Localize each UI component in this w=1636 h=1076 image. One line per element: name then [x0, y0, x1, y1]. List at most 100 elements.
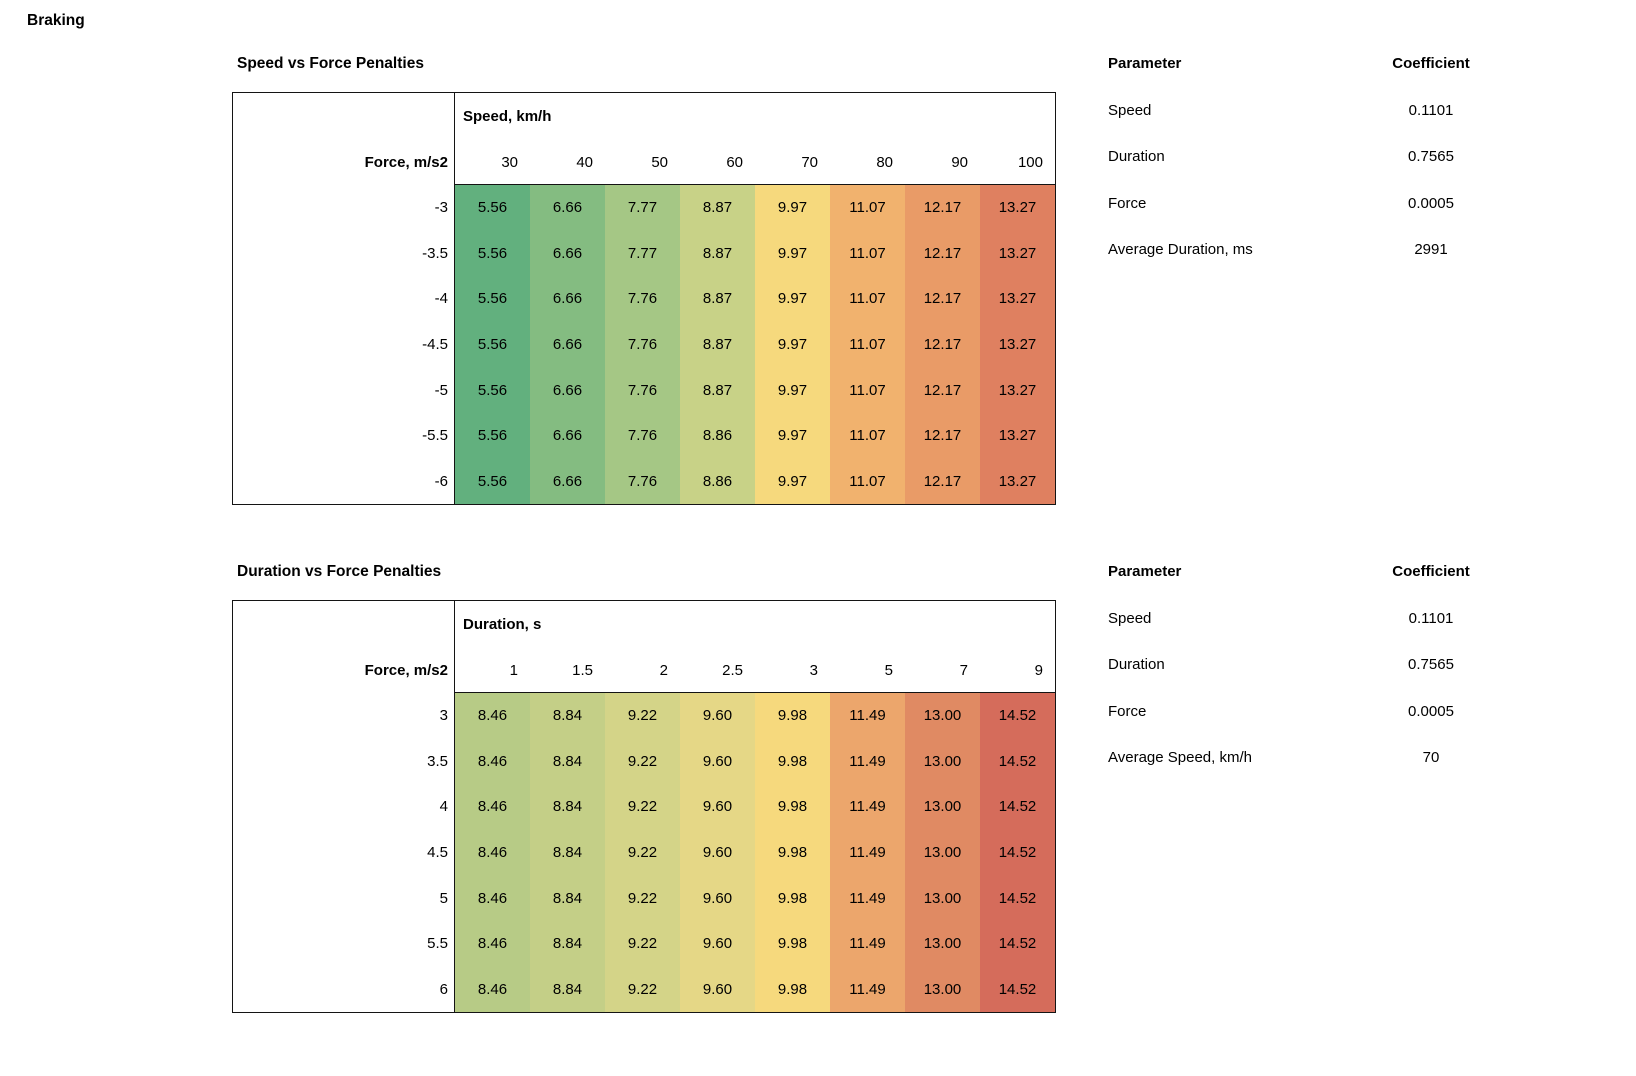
column-header: 60: [680, 140, 755, 185]
heat-cell: 8.46: [455, 693, 530, 739]
heat-cell: 9.22: [605, 875, 680, 921]
heat-cell: 6.66: [530, 230, 605, 277]
row-label: 3: [233, 693, 455, 739]
section-duration-vs-force: Duration vs Force Penalties Duration, s F…: [0, 563, 1636, 1023]
param-value: 0.7565: [1408, 656, 1454, 673]
section-title: Speed vs Force Penalties: [237, 55, 424, 72]
param-row: Duration 0.7565: [1108, 148, 1490, 195]
heat-cell: 5.56: [455, 230, 530, 277]
heat-cell: 8.46: [455, 784, 530, 830]
heat-cell: 12.17: [905, 367, 980, 413]
heat-cell: 9.98: [755, 738, 830, 785]
heat-cell: 7.76: [605, 321, 680, 368]
heat-cell: 5.56: [455, 458, 530, 504]
heat-cell: 12.17: [905, 276, 980, 322]
heat-cell: 9.60: [680, 829, 755, 876]
heat-cell: 9.60: [680, 966, 755, 1012]
heat-cell: 11.49: [830, 966, 905, 1012]
heat-cell: 5.56: [455, 321, 530, 368]
heat-cell: 13.00: [905, 875, 980, 921]
heat-cell: 9.60: [680, 738, 755, 785]
heat-cell: 13.27: [980, 185, 1055, 231]
heat-cell: 9.97: [755, 230, 830, 277]
column-header: 1.5: [530, 648, 605, 693]
corner-cell: [233, 601, 455, 648]
heat-cell: 8.84: [530, 875, 605, 921]
param-value: 0.0005: [1408, 194, 1454, 212]
heat-cell: 14.52: [980, 966, 1055, 1012]
heat-cell: 13.27: [980, 367, 1055, 413]
heat-cell: 7.77: [605, 185, 680, 231]
param-value: 70: [1422, 749, 1440, 766]
param-row: Force 0.0005: [1108, 703, 1490, 750]
heat-cell: 13.00: [905, 829, 980, 876]
param-row: Average Speed, km/h 70: [1108, 749, 1490, 796]
heatmap-table: Speed, km/h Force, m/s2 30 40 50 60 70 80 90 100 -…: [232, 92, 1056, 505]
heat-cell: 8.86: [680, 412, 755, 459]
heat-cell: 14.52: [980, 920, 1055, 967]
param-row: Force 0.0005: [1108, 195, 1490, 242]
param-value: 0.7565: [1408, 148, 1454, 165]
heat-cell: 7.76: [605, 276, 680, 322]
heat-cell: 13.00: [905, 693, 980, 739]
row-label: 3.5: [233, 738, 455, 785]
heat-cell: 13.00: [905, 784, 980, 830]
heat-cell: 9.22: [605, 829, 680, 876]
row-axis-label: Force, m/s2: [233, 648, 455, 693]
heat-cell: 9.97: [755, 276, 830, 322]
heat-cell: 11.07: [830, 276, 905, 322]
row-label: -4: [233, 276, 455, 322]
heat-cell: 6.66: [530, 458, 605, 504]
heat-cell: 11.49: [830, 693, 905, 739]
heat-cell: 13.00: [905, 920, 980, 967]
heat-cell: 6.66: [530, 276, 605, 322]
heat-cell: 8.46: [455, 920, 530, 967]
heat-cell: 11.07: [830, 412, 905, 459]
param-row: Average Duration, ms 2991: [1108, 241, 1490, 288]
column-header: 2.5: [680, 648, 755, 693]
column-header: 50: [605, 140, 680, 185]
heat-cell: 14.52: [980, 875, 1055, 921]
heat-cell: 6.66: [530, 367, 605, 413]
heat-cell: 13.00: [905, 966, 980, 1012]
param-value: 0.1101: [1408, 101, 1454, 119]
param-value-header: Coefficient: [1392, 563, 1470, 580]
heat-cell: 13.27: [980, 230, 1055, 277]
heat-cell: 5.56: [455, 276, 530, 322]
column-header: 2: [605, 648, 680, 693]
row-label: 4: [233, 784, 455, 830]
heat-cell: 11.07: [830, 321, 905, 368]
heat-cell: 9.98: [755, 920, 830, 967]
heat-cell: 6.66: [530, 412, 605, 459]
heat-cell: 8.84: [530, 784, 605, 830]
column-header: 100: [980, 140, 1055, 185]
heat-cell: 8.46: [455, 738, 530, 785]
heat-cell: 7.76: [605, 458, 680, 504]
param-row: Duration 0.7565: [1108, 656, 1490, 703]
heat-cell: 9.60: [680, 693, 755, 739]
heat-cell: 9.98: [755, 693, 830, 739]
column-header: 90: [905, 140, 980, 185]
heat-cell: 8.46: [455, 829, 530, 876]
heat-cell: 11.07: [830, 185, 905, 231]
param-value: 0.0005: [1408, 702, 1454, 720]
heat-cell: 9.22: [605, 693, 680, 739]
heat-cell: 9.97: [755, 185, 830, 231]
heat-cell: 9.60: [680, 784, 755, 830]
heat-cell: 12.17: [905, 412, 980, 459]
heat-cell: 11.49: [830, 784, 905, 830]
column-header: 40: [530, 140, 605, 185]
heat-cell: 11.49: [830, 738, 905, 785]
param-name: Speed: [1108, 609, 1152, 627]
heat-cell: 13.00: [905, 738, 980, 785]
row-label: -5: [233, 367, 455, 413]
heat-cell: 13.27: [980, 458, 1055, 504]
column-axis-label: Speed, km/h: [463, 108, 552, 125]
heat-cell: 14.52: [980, 784, 1055, 830]
heat-cell: 6.66: [530, 185, 605, 231]
param-name: Average Duration, ms: [1108, 241, 1253, 258]
column-header: 3: [755, 648, 830, 693]
row-label: -3.5: [233, 230, 455, 277]
param-value-header: Coefficient: [1392, 55, 1470, 72]
